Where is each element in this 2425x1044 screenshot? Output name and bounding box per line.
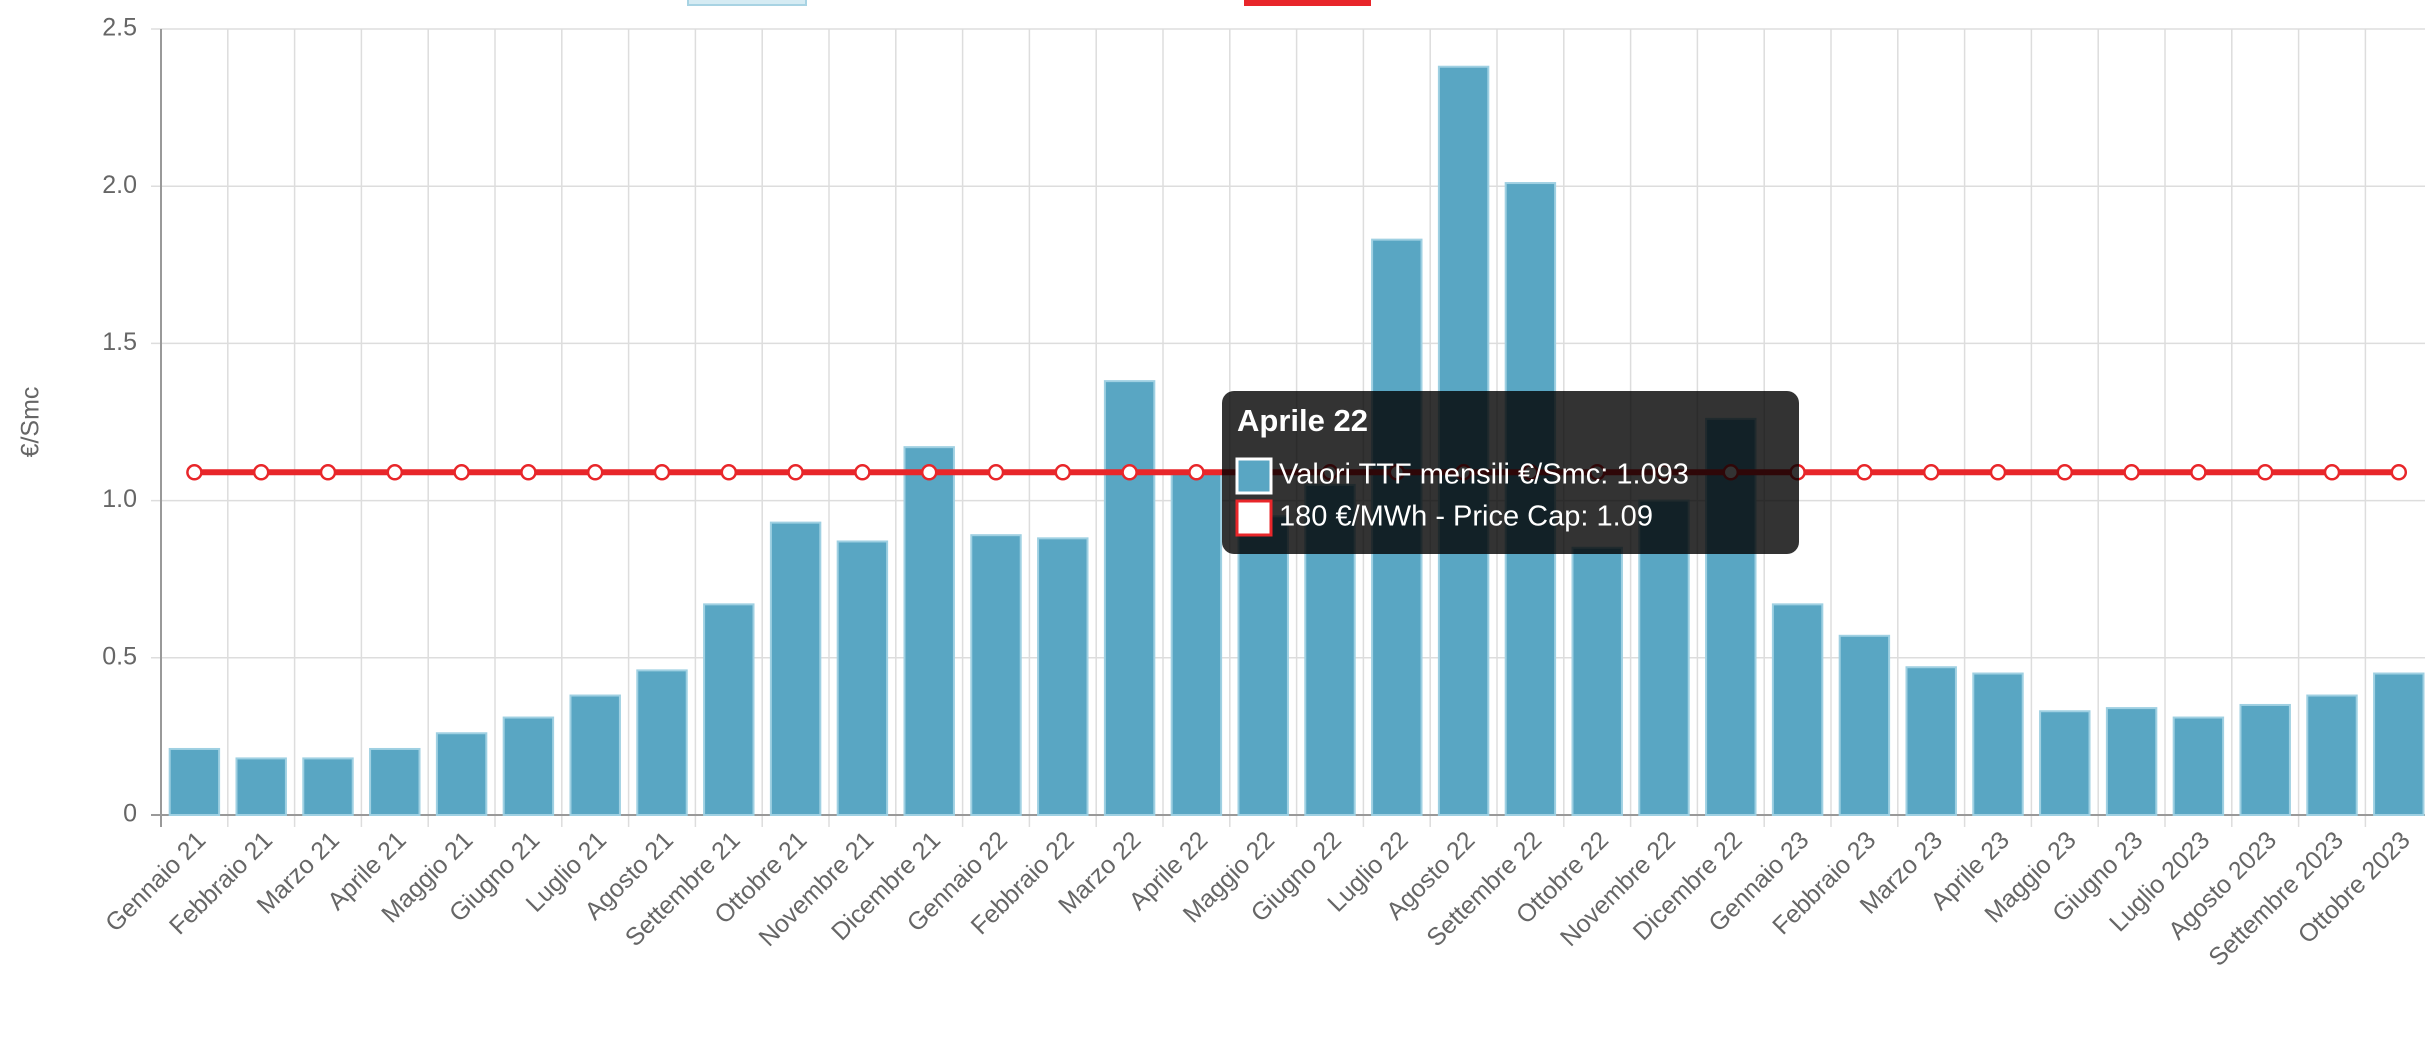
point — [386, 464, 404, 481]
point — [1922, 464, 1940, 481]
tooltip-swatch — [1235, 457, 1273, 495]
bar — [2172, 716, 2225, 817]
y-tick-label: 1.5 — [102, 328, 137, 356]
point — [2056, 464, 2074, 481]
bar — [435, 732, 488, 816]
bar — [970, 534, 1022, 817]
bar — [302, 757, 354, 817]
point — [186, 464, 203, 481]
point — [720, 464, 738, 481]
bar — [903, 446, 955, 816]
tooltip-line: 180 €/MWh - Price Cap: 1.09 — [1279, 501, 1653, 533]
y-tick-label: 0 — [123, 800, 137, 828]
bar — [369, 747, 421, 817]
point — [319, 464, 337, 481]
point — [252, 464, 270, 481]
point — [520, 464, 537, 481]
bar — [2373, 672, 2425, 817]
point — [1188, 464, 1205, 481]
bar — [168, 747, 221, 817]
x-tick-label: Settembre 22 — [1421, 826, 1547, 952]
bar — [2239, 703, 2291, 817]
point — [1989, 464, 2007, 481]
bar — [1237, 515, 1289, 816]
point — [2123, 464, 2140, 481]
bar — [636, 669, 688, 816]
bar — [1838, 634, 1891, 816]
x-tick-label: Novembre 21 — [753, 826, 879, 952]
bar — [502, 716, 555, 817]
point — [1121, 464, 1138, 481]
bar — [1170, 470, 1223, 816]
point — [920, 464, 938, 481]
point — [453, 464, 470, 481]
bar — [1972, 672, 2024, 817]
tooltip-box — [1222, 391, 1799, 554]
point — [586, 464, 604, 481]
bar — [2039, 710, 2091, 816]
point — [653, 464, 671, 481]
y-tick-label: 2.0 — [102, 171, 137, 199]
point — [2390, 464, 2408, 481]
bar — [1571, 546, 1623, 816]
y-tick-label: 1.0 — [102, 485, 137, 513]
y-tick-label: 2.5 — [102, 14, 137, 42]
bar — [1905, 666, 1957, 816]
tooltip-line: Valori TTF mensili €/Smc: 1.093 — [1279, 459, 1689, 491]
point — [1054, 464, 1072, 481]
point — [987, 464, 1005, 481]
bar — [235, 757, 287, 817]
bar — [2306, 694, 2358, 817]
bar — [569, 694, 621, 817]
point — [1856, 464, 1873, 481]
bar — [703, 603, 755, 816]
point — [2256, 464, 2274, 481]
bar — [2105, 707, 2158, 816]
bar — [769, 521, 822, 816]
legend-swatch — [687, 0, 807, 6]
y-axis-label: €/Smc — [17, 387, 45, 458]
legend-swatch — [1244, 0, 1371, 6]
x-tick-label: Novembre 22 — [1555, 826, 1681, 952]
bar — [836, 540, 889, 816]
point — [2190, 464, 2207, 481]
bar — [1037, 537, 1089, 816]
bar — [1103, 380, 1156, 816]
tooltip-title: Aprile 22 — [1237, 403, 1368, 438]
bar — [1771, 603, 1824, 816]
point — [2323, 464, 2341, 481]
y-tick-label: 0.5 — [102, 642, 137, 670]
x-tick-label: Settembre 21 — [620, 826, 746, 952]
tooltip-swatch — [1235, 499, 1273, 537]
point — [854, 464, 871, 481]
point — [787, 464, 804, 481]
